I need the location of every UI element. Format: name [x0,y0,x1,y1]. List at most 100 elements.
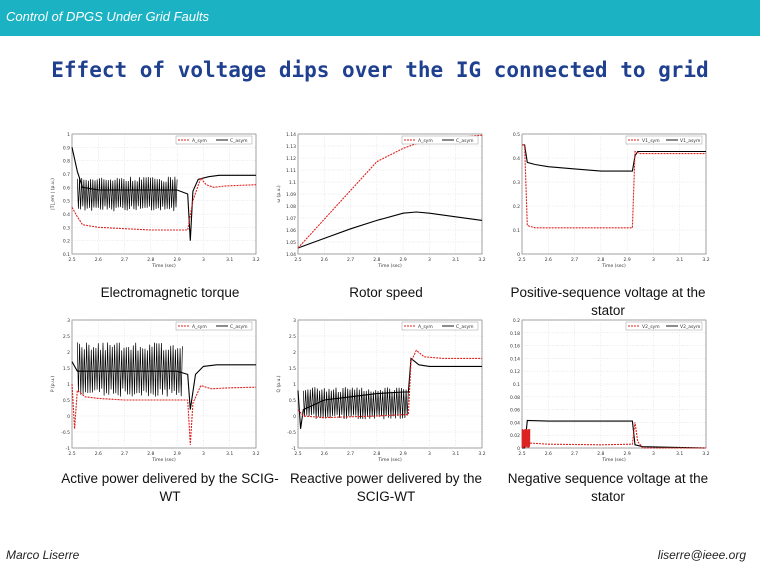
caption-electromagnetic-torque: Electromagnetic torque [60,284,280,302]
legend: V1_sym V1_asym [626,136,702,144]
x-tick-label: 2.7 [571,451,578,457]
y-tick-label: 0.7 [63,172,70,178]
x-tick-label: 3 [428,257,431,263]
y-tick-label: 0.1 [513,228,520,234]
x-tick-label: 2.8 [597,257,604,263]
x-tick-label: 3.2 [702,451,709,457]
x-tick-label: 2.8 [373,257,380,263]
x-tick-label: 2.9 [624,257,631,263]
footer-email: liserre@ieee.org [658,548,746,562]
x-tick-label: 2.7 [347,257,354,263]
y-tick-label: 0.8 [63,159,70,165]
legend-entry: C_asym [230,138,248,144]
y-tick-label: 0.3 [513,180,520,186]
chart-positive-sequence-voltage: 0 0.1 0.2 0.3 0.4 0.5 2.5 2.6 2.7 2.8 2.9 3 3.1 3.2 Ti… [496,128,710,274]
x-tick-label: 3.1 [226,451,233,457]
y-tick-label: 1.07 [286,216,296,222]
x-tick-label: 2.5 [294,257,301,263]
x-tick-label: 3.1 [226,257,233,263]
x-tick-label: 2.6 [321,451,328,457]
x-tick-label: 3.1 [676,257,683,263]
y-axis-label: Q (p.u.) [276,375,282,392]
y-tick-label: 0 [293,414,296,420]
y-tick-label: 0.2 [513,318,520,324]
x-tick-label: 3.1 [676,451,683,457]
x-axis-label: Time (sec) [151,263,176,269]
x-tick-label: 3.1 [452,257,459,263]
y-tick-label: 0.02 [510,433,520,439]
legend: V2_sym V2_asym [626,322,702,330]
y-tick-label: 1 [67,382,70,388]
y-tick-label: 1.5 [289,366,296,372]
legend-entry: A_sym [418,324,433,330]
x-tick-label: 3 [652,451,655,457]
caption-active-power: Active power delivered by the SCIG-WT [60,470,280,506]
y-tick-label: 1.13 [286,144,296,150]
x-tick-label: 2.8 [147,451,154,457]
legend: A_sym C_asym [402,322,478,330]
y-tick-label: 0.08 [510,395,520,401]
x-axis-label: Time (sec) [377,263,402,269]
x-tick-label: 3.2 [252,451,259,457]
y-tick-label: 1 [293,382,296,388]
x-tick-label: 3 [428,451,431,457]
legend: A_sym C_asym [402,136,478,144]
y-tick-label: 3 [67,318,70,324]
x-tick-label: 3.2 [478,451,485,457]
legend-entry: C_asym [456,324,474,330]
y-tick-label: 1.11 [286,168,296,174]
legend-entry: V1_asym [680,138,700,144]
legend-entry: A_sym [192,138,207,144]
y-tick-label: 1.5 [63,366,70,372]
legend-entry: C_asym [456,138,474,144]
y-tick-label: 0.18 [510,331,520,337]
y-tick-label: 0.6 [63,185,70,191]
chart-active-power: -1-0.500.511.522.532.5 2.6 2.7 2.8 2.9 3 3.1 3.… [46,314,260,468]
y-axis-label: |T|_em | (p.u.) [50,178,56,210]
x-tick-label: 2.5 [294,451,301,457]
x-tick-label: 2.9 [174,451,181,457]
y-tick-label: 0.3 [63,225,70,231]
y-tick-label: 1.12 [286,156,296,162]
x-tick-label: 2.7 [347,451,354,457]
y-tick-label: 0.5 [289,398,296,404]
x-tick-label: 2.6 [545,257,552,263]
y-tick-label: 1.09 [286,192,296,198]
y-axis-label: P (p.u.) [50,376,56,392]
y-tick-label: 0.06 [510,408,520,414]
chart-reactive-power: -1-0.500.511.522.532.5 2.6 2.7 2.8 2.9 3 3.1 3.… [272,314,486,468]
legend-entry: V2_sym [642,324,660,330]
y-tick-label: 0.14 [510,356,520,362]
caption-reactive-power: Reactive power delivered by the SCIG-WT [276,470,496,506]
slide-title: Effect of voltage dips over the IG conne… [0,58,760,82]
x-tick-label: 3 [202,451,205,457]
x-tick-label: 2.5 [68,257,75,263]
y-tick-label: 3 [293,318,296,324]
legend: A_sym C_asym [176,322,252,330]
x-axis-label: Time (sec) [377,457,402,463]
x-tick-label: 2.5 [518,451,525,457]
y-tick-label: 0.9 [63,145,70,151]
x-tick-label: 3 [202,257,205,263]
legend-entry: C_asym [230,324,248,330]
y-tick-label: 0.5 [513,132,520,138]
y-tick-label: 2.5 [289,334,296,340]
y-tick-label: 0.5 [63,398,70,404]
y-tick-label: 1.14 [286,132,296,138]
y-tick-label: 2 [293,350,296,356]
y-tick-label: 0 [67,414,70,420]
x-tick-label: 2.5 [518,257,525,263]
y-tick-label: 0.2 [63,239,70,245]
x-tick-label: 2.6 [321,257,328,263]
x-tick-label: 2.7 [121,451,128,457]
x-axis-label: Time (sec) [151,457,176,463]
caption-rotor-speed: Rotor speed [276,284,496,302]
y-axis-label: ω (p.u.) [276,185,282,203]
y-tick-label: 0.12 [510,369,520,375]
x-tick-label: 2.6 [545,451,552,457]
x-tick-label: 3.2 [252,257,259,263]
header-bar: Control of DPGS Under Grid Faults [0,0,760,36]
x-axis-label: Time (sec) [601,457,626,463]
y-tick-label: 0.5 [63,199,70,205]
x-tick-label: 3.1 [452,451,459,457]
